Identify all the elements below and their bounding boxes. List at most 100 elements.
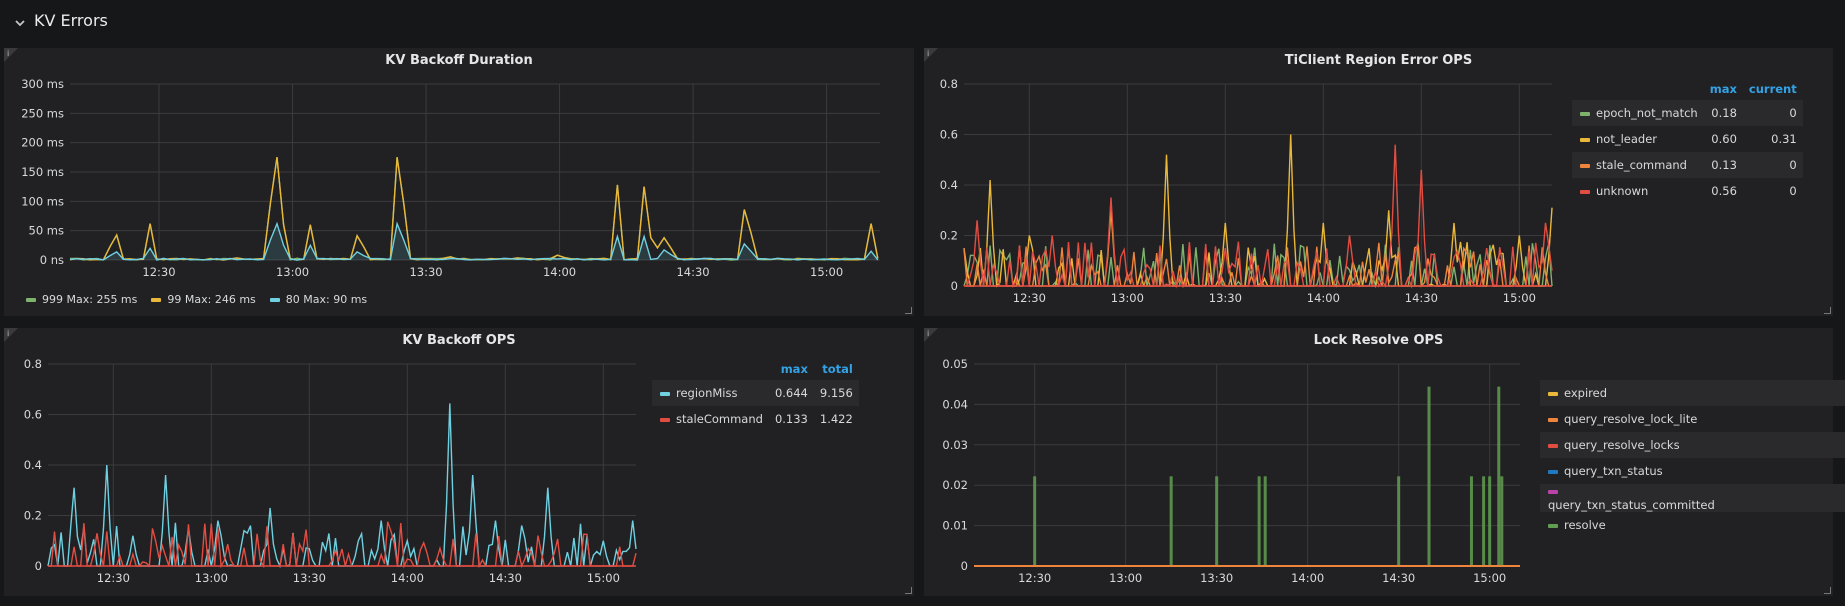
legend-series[interactable]: expired: [1540, 380, 1721, 406]
bar-mark: [1033, 476, 1037, 566]
legend-series[interactable]: resolve: [1540, 512, 1721, 538]
legend-value-max: 0.133: [774, 412, 808, 426]
chart-lock-resolve-ops[interactable]: 0 0.01 0.02 0.03 0.04 0.05 12:30 13:00 13:30 14:0…: [924, 328, 1833, 596]
legend-row[interactable]: expired 0.04444: [1540, 380, 1845, 406]
y-tick-label: 0.02: [942, 478, 968, 492]
panel-title[interactable]: Lock Resolve OPS: [1313, 333, 1444, 348]
legend-swatch: [1580, 189, 1590, 194]
series-line: [69, 221, 879, 261]
panel-kv-backoff-ops: i KV Backoff OPS 0 0.2 0.4 0.6 0.8 12:30 13:00…: [4, 328, 914, 596]
info-icon[interactable]: i: [924, 48, 938, 62]
legend-series[interactable]: query_resolve_lock_lite: [1540, 406, 1721, 432]
x-tick-label: 14:30: [1382, 571, 1415, 585]
x-tick-label: 13:30: [293, 571, 326, 585]
legend-swatch: [269, 298, 280, 302]
resize-handle[interactable]: [1824, 587, 1831, 594]
bar-mark: [1257, 476, 1261, 566]
panel-title[interactable]: KV Backoff OPS: [402, 333, 516, 348]
x-tick-label: 14:30: [1405, 291, 1438, 305]
series-line: [47, 403, 637, 569]
y-tick-label: 0.03: [942, 438, 968, 452]
row-title: KV Errors: [34, 11, 108, 30]
legend-header-max[interactable]: max: [1709, 82, 1737, 96]
legend-stat: Max: 255 ms: [66, 293, 138, 306]
legend-row[interactable]: query_txn_status_committed 0.04444: [1540, 484, 1845, 512]
legend-name: query_txn_status: [1564, 464, 1663, 478]
y-tick-label: 0.6: [940, 128, 958, 142]
legend-row[interactable]: resolve 0.04444: [1540, 512, 1845, 538]
legend-header-current[interactable]: current: [1748, 82, 1797, 96]
chart-kv-backoff-duration[interactable]: 0 ns 50 ms 100 ms 150 ms 200 ms 250 ms 300 ms 1…: [4, 48, 914, 316]
y-tick-label: 0.04: [942, 397, 968, 411]
x-tick-label: 14:00: [1307, 291, 1340, 305]
info-icon[interactable]: i: [924, 328, 938, 342]
panel-title[interactable]: TiClient Region Error OPS: [1284, 53, 1473, 68]
legend-value-current: 0: [1742, 152, 1803, 178]
x-tick-label: 15:00: [1473, 571, 1506, 585]
legend-name: resolve: [1564, 518, 1606, 532]
legend-row[interactable]: epoch_not_match 0.18 0: [1572, 100, 1803, 126]
legend-row[interactable]: staleCommand 0.133 1.422: [652, 406, 859, 432]
legend-row[interactable]: unknown 0.56 0: [1572, 178, 1803, 204]
legend-row[interactable]: not_leader 0.60 0.31: [1572, 126, 1803, 152]
x-tick-label: 12:30: [97, 571, 130, 585]
legend-row[interactable]: regionMiss 0.644 9.156: [652, 380, 859, 406]
legend-header-max[interactable]: max: [780, 362, 808, 376]
legend-series[interactable]: regionMiss: [652, 380, 769, 406]
legend-series[interactable]: unknown: [1572, 178, 1704, 204]
legend-series[interactable]: stale_command: [1572, 152, 1704, 178]
legend-series[interactable]: query_resolve_locks: [1540, 432, 1721, 458]
info-icon[interactable]: i: [4, 328, 18, 342]
legend-series[interactable]: not_leader: [1572, 126, 1704, 152]
row-header[interactable]: KV Errors: [0, 0, 1845, 46]
legend-header-max[interactable]: max: [1721, 360, 1845, 380]
x-tick-label: 14:00: [391, 571, 424, 585]
legend-swatch: [1548, 391, 1558, 396]
info-icon[interactable]: i: [4, 48, 18, 62]
legend-table: max current epoch_not_match 0.18 0 not_leader…: [1572, 80, 1803, 204]
legend-row[interactable]: query_resolve_lock_lite 0.04444: [1540, 406, 1845, 432]
legend-value-current: 0.31: [1771, 132, 1797, 146]
legend-value-current: 0: [1789, 184, 1797, 198]
x-tick-label: 14:30: [676, 265, 709, 279]
legend-row[interactable]: stale_command 0.13 0: [1572, 152, 1803, 178]
legend-item[interactable]: 99 Max: 246 ms: [151, 293, 256, 306]
legend-swatch: [1580, 163, 1590, 168]
y-tick-label: 0.4: [940, 178, 958, 192]
bar-mark: [1397, 476, 1401, 566]
x-tick-label: 12:30: [142, 265, 175, 279]
y-tick-label: 0: [961, 559, 968, 573]
bar-mark: [1488, 476, 1492, 566]
legend-item[interactable]: 80 Max: 90 ms: [269, 293, 367, 306]
legend-row[interactable]: query_txn_status 0.04444: [1540, 458, 1845, 484]
legend-swatch: [1548, 443, 1558, 448]
legend-header-total[interactable]: total: [822, 362, 853, 376]
chart-kv-backoff-ops[interactable]: 0 0.2 0.4 0.6 0.8 12:30 13:00 13:30 14:00 14:30 15…: [4, 328, 914, 596]
legend-series[interactable]: query_txn_status: [1540, 458, 1721, 484]
legend-item[interactable]: 999 Max: 255 ms: [26, 293, 137, 306]
legend-value-max: 0.644: [768, 380, 814, 406]
legend-series[interactable]: query_txn_status_committed: [1540, 484, 1721, 512]
resize-handle[interactable]: [1824, 307, 1831, 314]
legend-series[interactable]: epoch_not_match: [1572, 100, 1704, 126]
legend-row[interactable]: query_resolve_locks 0.04444: [1540, 432, 1845, 458]
y-tick-label: 0: [35, 559, 42, 573]
panel-title[interactable]: KV Backoff Duration: [385, 53, 533, 68]
y-tick-label: 0.6: [24, 408, 42, 422]
panel-ticlient-region-error-ops: i TiClient Region Error OPS 0 0.2 0.4 0.6 0.…: [924, 48, 1833, 316]
chart-ticlient-region-error-ops[interactable]: 0 0.2 0.4 0.6 0.8 12:30 13:00 13:30 14:00 14:30 15…: [924, 48, 1833, 316]
x-tick-label: 15:00: [810, 265, 843, 279]
legend-value-max: 0.04444: [1720, 432, 1845, 458]
legend: 999 Max: 255 ms 99 Max: 246 ms 80 Max: 90 …: [26, 293, 381, 306]
series-line: [69, 157, 879, 261]
legend-value-max: 0.56: [1711, 184, 1737, 198]
resize-handle[interactable]: [905, 307, 912, 314]
legend-name: unknown: [1596, 184, 1649, 198]
x-tick-label: 12:30: [1013, 291, 1046, 305]
resize-handle[interactable]: [905, 587, 912, 594]
legend-name: regionMiss: [676, 386, 738, 400]
y-tick-label: 0.4: [24, 458, 42, 472]
legend-series[interactable]: staleCommand: [652, 406, 769, 432]
chevron-down-icon[interactable]: [14, 17, 26, 29]
legend-value-current: 0: [1742, 100, 1803, 126]
